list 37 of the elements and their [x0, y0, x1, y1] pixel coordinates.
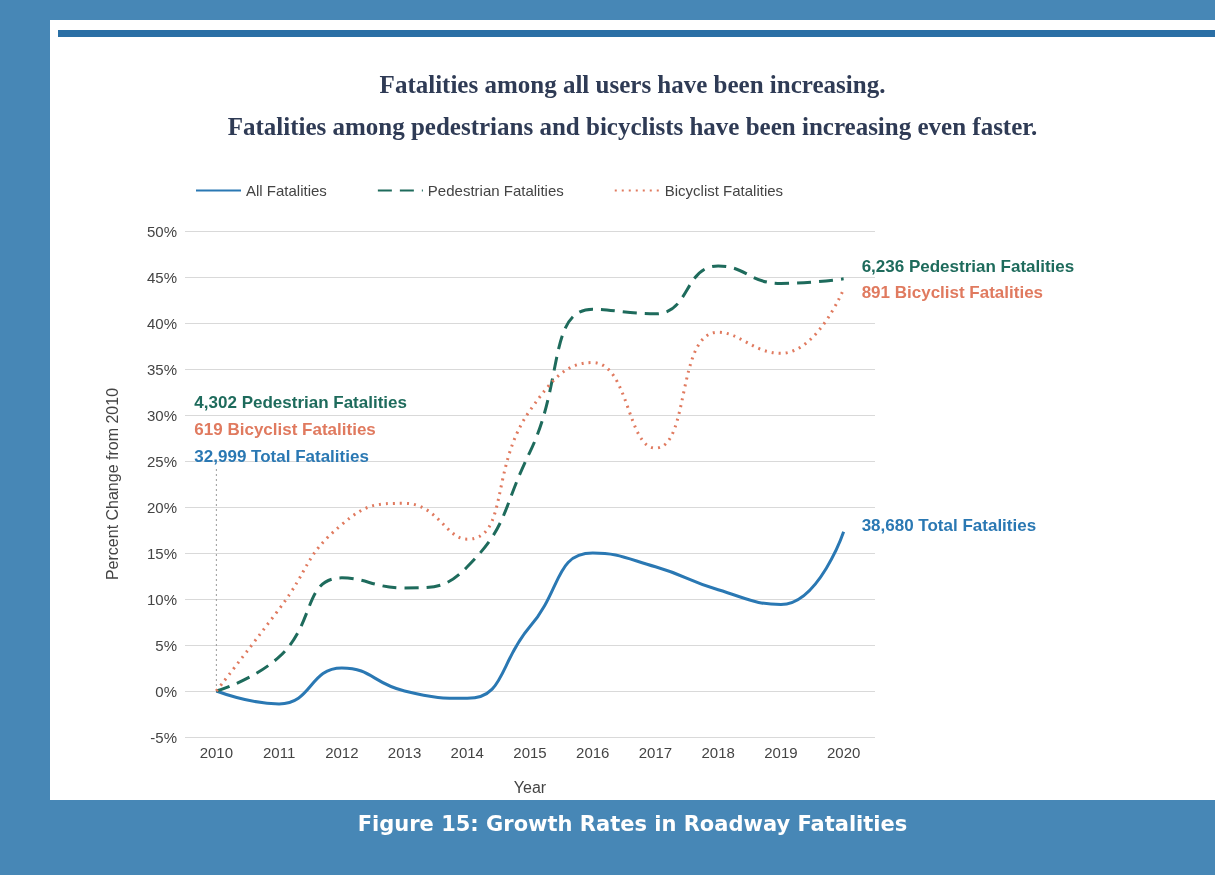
- annotation: 891 Bicyclist Fatalities: [861, 283, 1044, 303]
- y-tick-label: -5%: [150, 728, 177, 746]
- legend-label: Bicyclist Fatalities: [664, 182, 784, 199]
- annotation: 4,302 Pedestrian Fatalities: [194, 392, 407, 412]
- x-tick-label: 2017: [638, 744, 673, 761]
- x-tick-label: 2019: [764, 744, 798, 761]
- x-tick-label: 2018: [701, 744, 735, 761]
- x-axis-title: Year: [513, 778, 547, 796]
- x-tick-label: 2014: [450, 744, 484, 761]
- y-tick-label: 45%: [146, 268, 177, 286]
- annotation: 6,236 Pedestrian Fatalities: [861, 257, 1075, 277]
- y-tick-label: 10%: [146, 590, 177, 608]
- y-tick-label: 15%: [146, 544, 177, 562]
- y-tick-label: 35%: [146, 360, 177, 378]
- x-tick-label: 2011: [262, 744, 296, 761]
- x-tick-label: 2016: [576, 744, 610, 761]
- y-tick-label: 30%: [146, 406, 177, 424]
- annotation: 619 Bicyclist Fatalities: [194, 419, 376, 439]
- y-tick-label: 0%: [155, 682, 177, 700]
- y-tick-label: 50%: [146, 222, 177, 240]
- chart-title: Fatalities among all users have been increasing. Fatalities among pedestrians and bicyclists have been increasing even faster.: [227, 70, 1038, 140]
- y-axis-title: Percent Change from 2010: [103, 387, 121, 581]
- caption: Figure 15: Growth Rates in Roadway Fatalities: [356, 812, 909, 836]
- x-tick-label: 2020: [826, 744, 861, 761]
- y-tick-label: 5%: [155, 636, 177, 654]
- x-tick-label: 2010: [199, 744, 234, 761]
- annotation: 32,999 Total Fatalities: [194, 446, 369, 466]
- line-series: [214, 530, 846, 706]
- y-tick-label: 25%: [146, 452, 177, 470]
- annotation: 38,680 Total Fatalities: [861, 516, 1037, 536]
- legend-label: Pedestrian Fatalities: [427, 182, 564, 199]
- y-tick-label: 40%: [146, 314, 177, 332]
- x-tick-label: 2013: [387, 744, 422, 761]
- y-tick-label: 20%: [146, 498, 177, 516]
- x-tick-label: 2012: [325, 744, 359, 761]
- legend-label: All Fatalities: [246, 182, 327, 199]
- x-tick-label: 2015: [513, 744, 547, 761]
